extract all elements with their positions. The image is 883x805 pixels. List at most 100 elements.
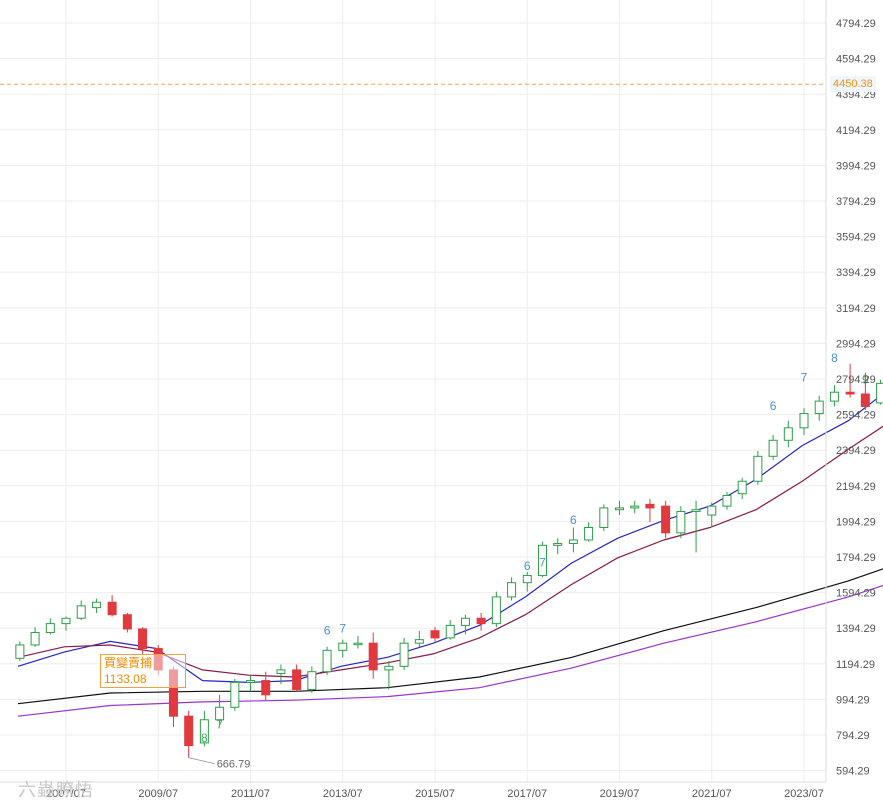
candle-body	[122, 614, 132, 630]
candle-body	[768, 439, 778, 457]
candle-body	[230, 681, 240, 708]
sequence-count-label: 8	[201, 731, 208, 745]
candle-body	[783, 427, 793, 441]
candle-body	[45, 623, 55, 634]
y-tick-label: 994.29	[836, 694, 870, 706]
moving-average-line	[17, 568, 883, 705]
candle-body	[430, 630, 440, 639]
candle-body	[753, 455, 763, 482]
sequence-count-label: 6	[524, 559, 531, 573]
y-tick-label: 1394.29	[836, 623, 876, 635]
y-tick-label: 4594.29	[836, 54, 876, 66]
y-tick-label: 2394.29	[836, 445, 876, 457]
x-tick-label: 2015/07	[415, 788, 455, 800]
candle-body	[799, 413, 809, 429]
candle-body	[876, 382, 883, 404]
candle-body	[845, 391, 855, 395]
sequence-count-label: 6	[324, 623, 331, 637]
candle-body	[107, 601, 117, 616]
candle-body	[707, 505, 717, 516]
x-tick-label: 2019/07	[600, 788, 640, 800]
y-tick-label: 4194.29	[836, 125, 876, 137]
y-tick-label: 1594.29	[836, 588, 876, 600]
candle-body	[599, 507, 609, 529]
y-tick-label: 1194.29	[836, 659, 875, 671]
candle-body	[829, 391, 839, 402]
candle-body	[307, 671, 317, 690]
low-leader-line	[188, 757, 215, 765]
candle-body	[522, 575, 532, 584]
candle-body	[553, 543, 563, 546]
candle-body	[292, 669, 302, 690]
sequence-count-label: 7	[539, 556, 546, 570]
candle-body	[61, 617, 71, 625]
candle-body	[353, 642, 363, 646]
y-tick-label: 4394.29	[836, 89, 876, 101]
annotation-line-2: 1133.08	[104, 672, 147, 686]
candle-body	[76, 605, 86, 619]
candle-body	[445, 624, 455, 639]
candle-body	[399, 642, 409, 667]
low-label: 666.79	[217, 759, 251, 771]
y-tick-label: 3794.29	[836, 196, 876, 208]
y-tick-label: 4794.29	[836, 18, 876, 30]
candle-body	[615, 507, 624, 511]
sequence-count-label: 8	[831, 351, 838, 365]
candle-body	[737, 480, 747, 495]
candle-body	[645, 503, 655, 509]
x-tick-label: 2009/07	[138, 788, 178, 800]
y-tick-label: 594.29	[836, 766, 870, 778]
y-tick-label: 3394.29	[836, 267, 876, 279]
candle-body	[507, 582, 517, 598]
moving-average-line	[17, 584, 883, 717]
candle-body	[568, 539, 578, 545]
candle-body	[184, 715, 194, 747]
y-tick-label: 2794.29	[836, 374, 876, 386]
x-tick-label: 2021/07	[692, 788, 732, 800]
candle-body	[722, 494, 732, 507]
y-tick-label: 3994.29	[836, 160, 876, 172]
candle-body	[860, 393, 870, 407]
sequence-count-label: 6	[770, 399, 777, 413]
sequence-count-label: 7	[216, 718, 223, 732]
chart-annotations: 876767667896784818.62666.79	[188, 351, 869, 771]
candle-body	[338, 642, 348, 651]
candle-body	[215, 706, 225, 721]
candle-body	[30, 632, 40, 646]
annotation-line-1: 買變賣捕	[104, 656, 153, 670]
candle-body	[91, 601, 101, 609]
current-price-tag: 4450.38	[830, 76, 876, 92]
candle-body	[276, 669, 286, 674]
y-tick-label: 3194.29	[836, 303, 876, 315]
y-tick-label: 1994.29	[836, 516, 876, 528]
candle-body	[246, 680, 255, 683]
candle-body	[322, 649, 332, 673]
x-tick-label: 2023/07	[784, 788, 824, 800]
candle-body	[460, 617, 470, 626]
candle-body	[676, 510, 686, 534]
x-tick-label: 2011/07	[231, 788, 270, 800]
sequence-count-label: 7	[339, 622, 346, 636]
candle-body	[384, 665, 394, 671]
candle-body	[15, 644, 25, 659]
candle-body	[138, 628, 148, 650]
candle-body	[414, 639, 424, 644]
annotation-box: 買變賣捕 1133.08	[100, 654, 186, 688]
candle-body	[368, 642, 378, 671]
x-tick-label: 2013/07	[323, 788, 363, 800]
candle-body	[584, 527, 594, 541]
candle-body	[691, 509, 701, 512]
sequence-count-label: 6	[570, 513, 577, 527]
candle-body	[491, 596, 501, 625]
y-tick-label: 3594.29	[836, 232, 876, 244]
moving-average-line	[17, 425, 883, 678]
y-tick-label: 2594.29	[836, 410, 876, 422]
moving-averages	[17, 393, 883, 717]
candle-body	[199, 719, 209, 744]
candle-body	[537, 544, 547, 577]
y-tick-label: 2994.29	[836, 338, 876, 350]
moving-average-line	[17, 393, 883, 684]
